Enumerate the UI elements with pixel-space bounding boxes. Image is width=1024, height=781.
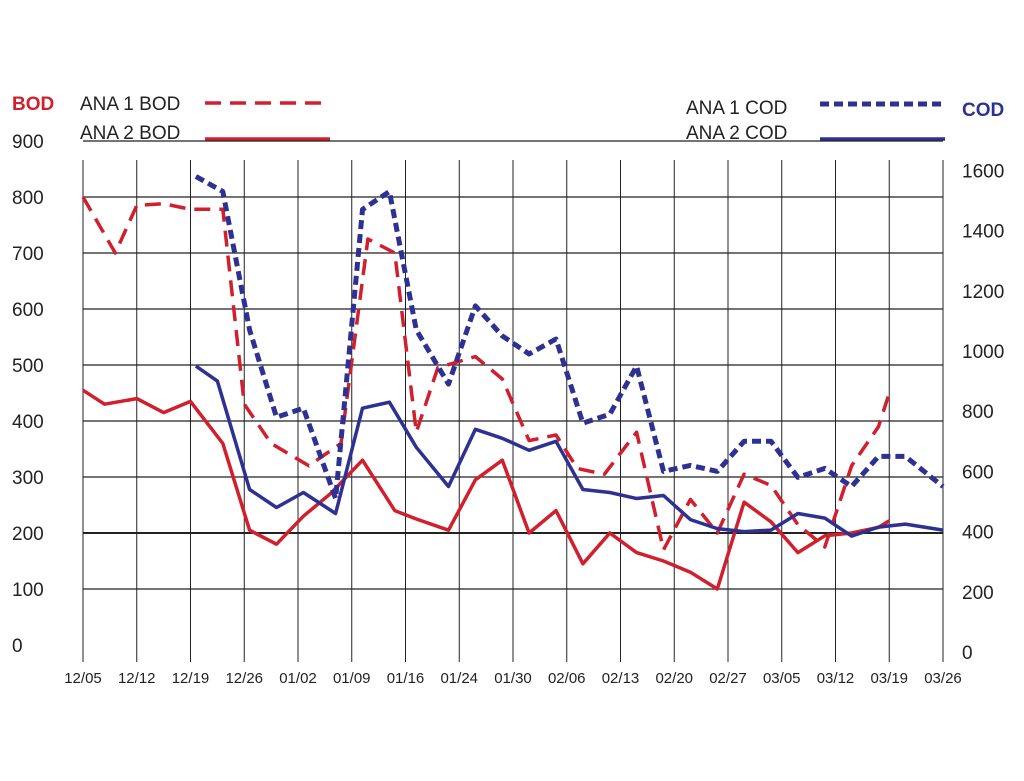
left-tick-label: 500: [12, 356, 44, 377]
x-tick-label: 01/02: [279, 670, 317, 687]
right-tick-label: 400: [962, 523, 994, 544]
x-tick-label: 02/06: [548, 670, 586, 687]
x-tick-label: 12/12: [118, 670, 156, 687]
left-tick-label: 200: [12, 524, 44, 545]
left-axis-ticks: 0 100 200 300 400 500 600 700 800 900: [12, 132, 44, 657]
x-tick-label: 12/05: [64, 670, 102, 687]
right-tick-label: 200: [962, 583, 994, 604]
legend: ANA 1 BOD ANA 2 BOD ANA 1 COD ANA 2 COD: [80, 94, 945, 144]
left-tick-label: 600: [12, 300, 44, 321]
x-tick-label: 03/19: [870, 670, 908, 687]
legend-label-ana2-cod: ANA 2 COD: [686, 123, 787, 144]
left-tick-label: 0: [12, 636, 23, 657]
left-axis-title: BOD: [12, 94, 54, 115]
x-tick-label: 02/13: [602, 670, 640, 687]
left-tick-label: 300: [12, 468, 44, 489]
x-tick-label: 01/16: [387, 670, 425, 687]
right-tick-label: 1200: [962, 282, 1004, 303]
left-tick-label: 100: [12, 580, 44, 601]
legend-label-ana1-cod: ANA 1 COD: [686, 98, 787, 119]
series-line-ana-1-bod: [81, 196, 891, 552]
left-tick-label: 900: [12, 132, 44, 153]
series-line-ana-2-bod: [82, 388, 891, 591]
series-lines: [81, 174, 945, 591]
right-tick-label: 0: [962, 643, 973, 664]
left-tick-label: 800: [12, 188, 44, 209]
x-tick-label: 01/09: [333, 670, 371, 687]
series-line-ana-2-cod: [194, 364, 944, 538]
right-axis-title: COD: [962, 100, 1004, 121]
x-tick-label: 03/26: [924, 670, 962, 687]
x-tick-label: 01/30: [494, 670, 532, 687]
x-tick-label: 12/19: [172, 670, 210, 687]
x-tick-label: 02/27: [709, 670, 747, 687]
legend-label-ana1-bod: ANA 1 BOD: [80, 94, 180, 115]
right-tick-label: 600: [962, 462, 994, 483]
right-tick-label: 1600: [962, 161, 1004, 182]
series-line-ana-1-cod: [194, 174, 945, 501]
x-tick-label: 12/26: [225, 670, 263, 687]
right-tick-label: 800: [962, 402, 994, 423]
x-tick-label: 03/12: [817, 670, 855, 687]
right-tick-label: 1400: [962, 222, 1004, 243]
legend-label-ana2-bod: ANA 2 BOD: [80, 123, 180, 144]
right-axis-ticks: 0 200 400 600 800 1000 1200 1400 1600: [962, 161, 1004, 664]
x-tick-label: 02/20: [655, 670, 693, 687]
left-tick-label: 700: [12, 244, 44, 265]
x-tick-label: 01/24: [440, 670, 478, 687]
left-tick-label: 400: [12, 412, 44, 433]
x-tick-label: 03/05: [763, 670, 801, 687]
x-axis-ticks: 12/05 12/12 12/19 12/26 01/02 01/09 01/16 01/24…: [64, 670, 962, 687]
grid: [82, 140, 944, 662]
right-tick-label: 1000: [962, 342, 1004, 363]
